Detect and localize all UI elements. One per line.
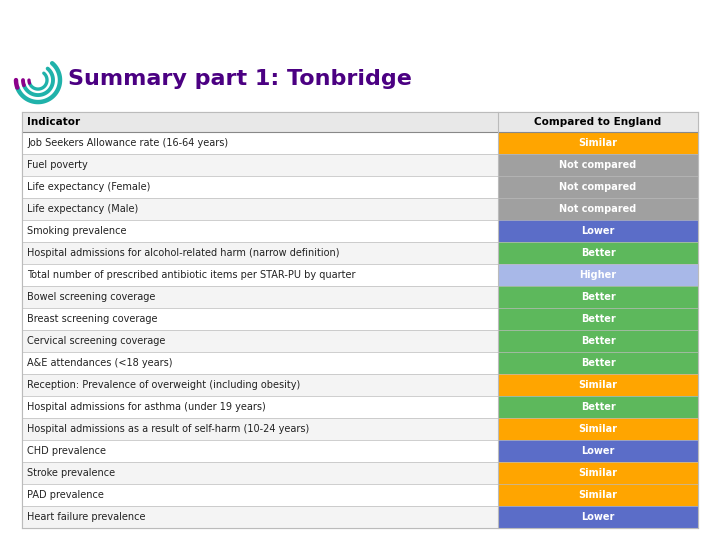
Text: Breast screening coverage: Breast screening coverage <box>27 314 158 324</box>
Bar <box>498 440 698 462</box>
Text: Not compared: Not compared <box>559 160 636 170</box>
Bar <box>22 462 498 484</box>
Text: Total number of prescribed antibiotic items per STAR-PU by quarter: Total number of prescribed antibiotic it… <box>27 270 356 280</box>
Text: Heart failure prevalence: Heart failure prevalence <box>27 512 145 522</box>
Bar <box>22 484 498 506</box>
Text: Higher: Higher <box>580 270 616 280</box>
Bar <box>22 396 498 418</box>
Bar <box>498 176 698 198</box>
Text: Indicator: Indicator <box>27 117 80 127</box>
Text: Better: Better <box>580 314 616 324</box>
Text: Better: Better <box>580 402 616 412</box>
Bar <box>498 462 698 484</box>
Text: Lower: Lower <box>581 512 615 522</box>
Text: Cervical screening coverage: Cervical screening coverage <box>27 336 166 346</box>
Bar <box>498 374 698 396</box>
Bar <box>498 264 698 286</box>
Text: Job Seekers Allowance rate (16-64 years): Job Seekers Allowance rate (16-64 years) <box>27 138 228 148</box>
Bar <box>498 330 698 352</box>
Text: Hospital admissions for alcohol-related harm (narrow definition): Hospital admissions for alcohol-related … <box>27 248 340 258</box>
Text: Hospital admissions as a result of self-harm (10-24 years): Hospital admissions as a result of self-… <box>27 424 310 434</box>
Text: Better: Better <box>580 336 616 346</box>
Bar <box>22 132 498 154</box>
Bar <box>22 176 498 198</box>
Bar <box>498 132 698 154</box>
Bar <box>22 352 498 374</box>
Text: Life expectancy (Female): Life expectancy (Female) <box>27 182 150 192</box>
Bar <box>22 286 498 308</box>
Text: Similar: Similar <box>578 490 618 500</box>
Text: Bowel screening coverage: Bowel screening coverage <box>27 292 156 302</box>
Text: PAD prevalence: PAD prevalence <box>27 490 104 500</box>
Text: Stroke prevalence: Stroke prevalence <box>27 468 115 478</box>
Text: A&E attendances (<18 years): A&E attendances (<18 years) <box>27 358 173 368</box>
Text: Not compared: Not compared <box>559 182 636 192</box>
Text: 2: 2 <box>9 11 17 21</box>
Bar <box>498 396 698 418</box>
Text: Better: Better <box>580 248 616 258</box>
Text: CHD prevalence: CHD prevalence <box>27 446 106 456</box>
Bar <box>498 308 698 330</box>
Bar <box>498 242 698 264</box>
Text: Similar: Similar <box>578 138 618 148</box>
Text: Not compared: Not compared <box>559 204 636 214</box>
Text: Hospital admissions for asthma (under 19 years): Hospital admissions for asthma (under 19… <box>27 402 266 412</box>
Text: Better: Better <box>580 292 616 302</box>
Bar <box>22 506 498 528</box>
Bar <box>498 506 698 528</box>
Bar <box>22 154 498 176</box>
Text: Compared to England: Compared to England <box>534 117 662 127</box>
Bar <box>22 374 498 396</box>
Bar <box>498 418 698 440</box>
Text: Better: Better <box>580 358 616 368</box>
Text: Similar: Similar <box>578 424 618 434</box>
Bar <box>22 242 498 264</box>
Text: Similar: Similar <box>578 380 618 390</box>
Bar <box>22 112 698 132</box>
Text: Smoking prevalence: Smoking prevalence <box>27 226 127 236</box>
Text: Similar: Similar <box>578 468 618 478</box>
Text: Lower: Lower <box>581 226 615 236</box>
Text: Lower: Lower <box>581 446 615 456</box>
Bar <box>22 330 498 352</box>
Bar <box>22 264 498 286</box>
Text: Reception: Prevalence of overweight (including obesity): Reception: Prevalence of overweight (inc… <box>27 380 300 390</box>
Bar <box>22 198 498 220</box>
Bar <box>22 440 498 462</box>
Bar <box>498 484 698 506</box>
Text: Summary part 1: Tonbridge: Summary part 1: Tonbridge <box>68 69 412 89</box>
Bar <box>498 352 698 374</box>
Bar <box>22 220 498 242</box>
Bar <box>22 308 498 330</box>
Bar <box>22 418 498 440</box>
Bar <box>498 154 698 176</box>
Text: Fuel poverty: Fuel poverty <box>27 160 88 170</box>
Bar <box>498 286 698 308</box>
Text: Life expectancy (Male): Life expectancy (Male) <box>27 204 138 214</box>
Bar <box>498 198 698 220</box>
Bar <box>22 112 698 528</box>
Bar <box>498 220 698 242</box>
